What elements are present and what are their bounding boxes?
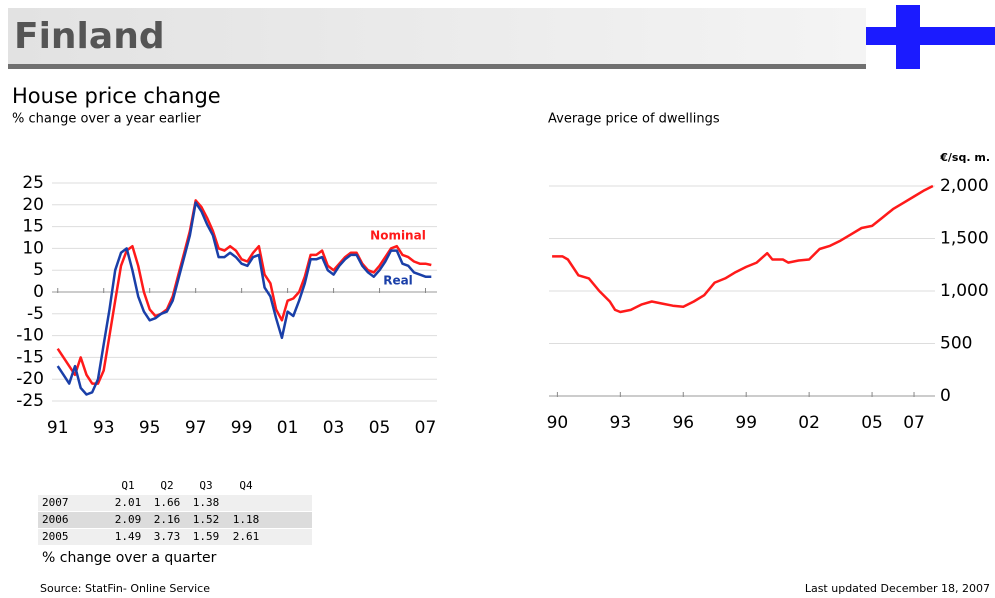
row-label: 2007: [42, 496, 69, 509]
table-cell: 1.59: [193, 530, 220, 543]
table-cell: 2.01: [115, 496, 142, 509]
x-tick-label: 02: [798, 413, 820, 433]
data-line: [552, 184, 934, 314]
chart-title: House price change: [12, 84, 221, 108]
y-tick-label: -25: [16, 391, 44, 411]
y-tick-label: 15: [22, 217, 44, 237]
table-cell: 1.18: [233, 513, 260, 526]
table-cell: 2.09: [115, 513, 142, 526]
y-tick-label: 0: [33, 282, 44, 302]
x-tick-label: 96: [672, 413, 694, 433]
y-tick-label: 5: [33, 260, 44, 280]
chart-title: Average price of dwellings: [548, 112, 720, 127]
y-tick-label: 1,000: [940, 281, 989, 301]
row-label: 2006: [42, 513, 69, 526]
table-cell: 2.61: [233, 530, 260, 543]
x-tick-label: 93: [610, 413, 632, 433]
chart-subtitle: % change over a year earlier: [12, 112, 201, 127]
table-row: [38, 495, 312, 511]
x-tick-label: 05: [369, 418, 391, 438]
column-header: Q4: [239, 479, 253, 492]
x-tick-label: 07: [415, 418, 437, 438]
table-cell: 1.49: [115, 530, 142, 543]
column-header: Q1: [121, 479, 134, 492]
y-tick-label: -15: [16, 347, 44, 367]
table-caption: % change over a quarter: [42, 550, 217, 566]
x-tick-label: 93: [93, 418, 115, 438]
y-axis-label: €/sq. m.: [939, 151, 990, 164]
table-row: [38, 529, 312, 545]
y-tick-label: 20: [22, 195, 44, 215]
data-line: [56, 199, 432, 385]
x-tick-label: 05: [861, 413, 883, 433]
x-tick-label: 99: [231, 418, 253, 438]
y-tick-label: -20: [16, 369, 44, 389]
table-cell: 1.66: [154, 496, 181, 509]
column-header: Q2: [160, 479, 173, 492]
source: Source: StatFin- Online Service: [40, 582, 210, 595]
header-bar: [8, 8, 866, 64]
y-tick-label: 2,000: [940, 176, 989, 196]
page-title: Finland: [14, 16, 165, 57]
y-tick-label: -5: [27, 304, 44, 324]
table-cell: 1.38: [193, 496, 220, 509]
x-tick-label: 90: [547, 413, 569, 433]
last-updated: Last updated December 18, 2007: [805, 582, 990, 595]
table-cell: 2.16: [154, 513, 181, 526]
column-header: Q3: [199, 479, 212, 492]
table-row: [38, 512, 312, 528]
x-tick-label: 07: [903, 413, 925, 433]
y-tick-label: 0: [940, 386, 951, 406]
x-tick-label: 95: [139, 418, 161, 438]
x-tick-label: 97: [185, 418, 207, 438]
y-tick-label: 10: [22, 238, 44, 258]
series-label: Real: [383, 274, 413, 288]
series-label: Nominal: [370, 229, 426, 243]
x-tick-label: 01: [277, 418, 299, 438]
table-cell: 1.52: [193, 513, 220, 526]
flag: [866, 5, 995, 69]
x-tick-label: 91: [47, 418, 69, 438]
y-tick-label: 25: [22, 173, 44, 193]
y-tick-label: 500: [940, 334, 972, 354]
header-rule: [8, 64, 866, 69]
data-line: [56, 201, 432, 396]
y-tick-label: 1,500: [940, 229, 989, 249]
table-cell: 3.73: [154, 530, 181, 543]
row-label: 2005: [42, 530, 69, 543]
x-tick-label: 03: [323, 418, 345, 438]
x-tick-label: 99: [735, 413, 757, 433]
y-tick-label: -10: [16, 326, 44, 346]
